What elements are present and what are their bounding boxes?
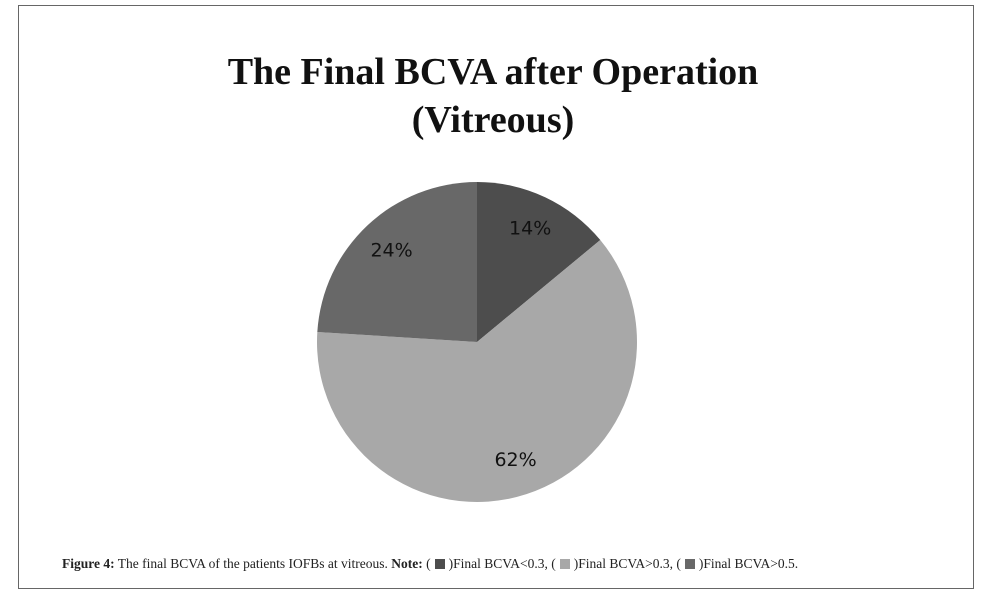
data-label: 14% xyxy=(509,218,551,240)
legend-entry: Final BCVA>0.3 xyxy=(578,556,670,571)
data-label: 24% xyxy=(370,240,412,262)
legend-punct: , xyxy=(544,556,548,571)
legend-paren: ) xyxy=(698,556,704,571)
legend-paren: ) xyxy=(573,556,579,571)
legend-swatch xyxy=(559,559,570,569)
legend-paren: ( xyxy=(426,556,431,571)
caption-label: Figure 4: xyxy=(62,556,115,571)
legend-punct: . xyxy=(794,556,799,571)
caption-text: The final BCVA of the patients IOFBs at … xyxy=(117,556,388,571)
pie-slice xyxy=(317,182,477,342)
pie-slice xyxy=(317,240,637,503)
legend-paren: ( xyxy=(676,556,681,571)
pie-slice xyxy=(477,182,601,342)
chart-title: The Final BCVA after Operation (Vitreous… xyxy=(227,51,759,141)
legend-entry: Final BCVA<0.3 xyxy=(453,556,545,571)
legend-paren: ( xyxy=(551,556,556,571)
caption: Figure 4: The final BCVA of the patients… xyxy=(62,556,798,572)
legend-paren: ) xyxy=(448,556,454,571)
legend: ()Final BCVA<0.3, ()Final BCVA>0.3, ()Fi… xyxy=(426,556,798,571)
legend-punct: , xyxy=(669,556,674,571)
data-label: 62% xyxy=(494,449,536,471)
frame xyxy=(18,5,974,589)
legend-entry: Final BCVA>0.5 xyxy=(703,556,795,571)
legend-swatch xyxy=(684,559,695,569)
legend-swatch xyxy=(434,559,445,569)
caption-note: Note: xyxy=(391,556,423,571)
